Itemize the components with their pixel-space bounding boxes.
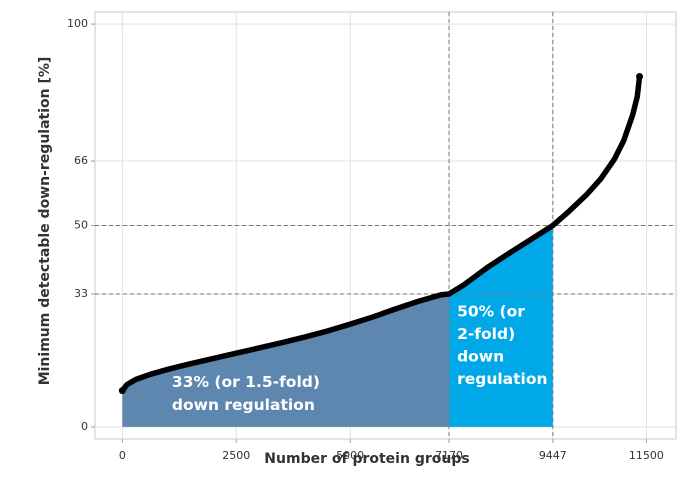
y-tick-label: 66 [74, 154, 88, 167]
y-tick-label: 33 [74, 287, 88, 300]
y-tick-label: 0 [81, 420, 88, 433]
region-area-2 [449, 225, 553, 427]
region-label-50-line-2: 2-fold) [457, 325, 515, 343]
x-tick-label: 2500 [222, 449, 250, 462]
x-tick-label: 7170 [435, 449, 463, 462]
region-label-33-line-1: 33% (or 1.5-fold) [172, 373, 320, 391]
x-tick-label: 0 [119, 449, 126, 462]
y-tick-label: 50 [74, 219, 88, 232]
shaded-regions [122, 225, 553, 427]
x-tick-label: 9447 [539, 449, 567, 462]
region-labels: 33% (or 1.5-fold) down regulation 50% (or 2… [172, 303, 548, 414]
y-tick-label: 100 [67, 17, 88, 30]
curve-end-point [636, 72, 644, 80]
x-axis-title: Number of protein groups [264, 451, 469, 467]
region-label-50-line-1: 50% (or [457, 303, 525, 321]
region-area-1 [122, 293, 450, 427]
curve-layer [118, 72, 644, 395]
axis-ticks: 0 2500 5000 7170 9447 11500 0 33 50 66 100 [67, 17, 664, 462]
curve-start-point [118, 387, 126, 395]
y-axis-title: Minimum detectable down-regulation [%] [37, 57, 53, 386]
x-tick-label: 11500 [629, 449, 664, 462]
region-label-50-line-3: down [457, 348, 504, 366]
region-label-33-line-2: down regulation [172, 396, 315, 414]
data-curve [119, 73, 643, 394]
x-tick-label: 5000 [336, 449, 364, 462]
region-label-50-line-4: regulation [457, 370, 547, 388]
